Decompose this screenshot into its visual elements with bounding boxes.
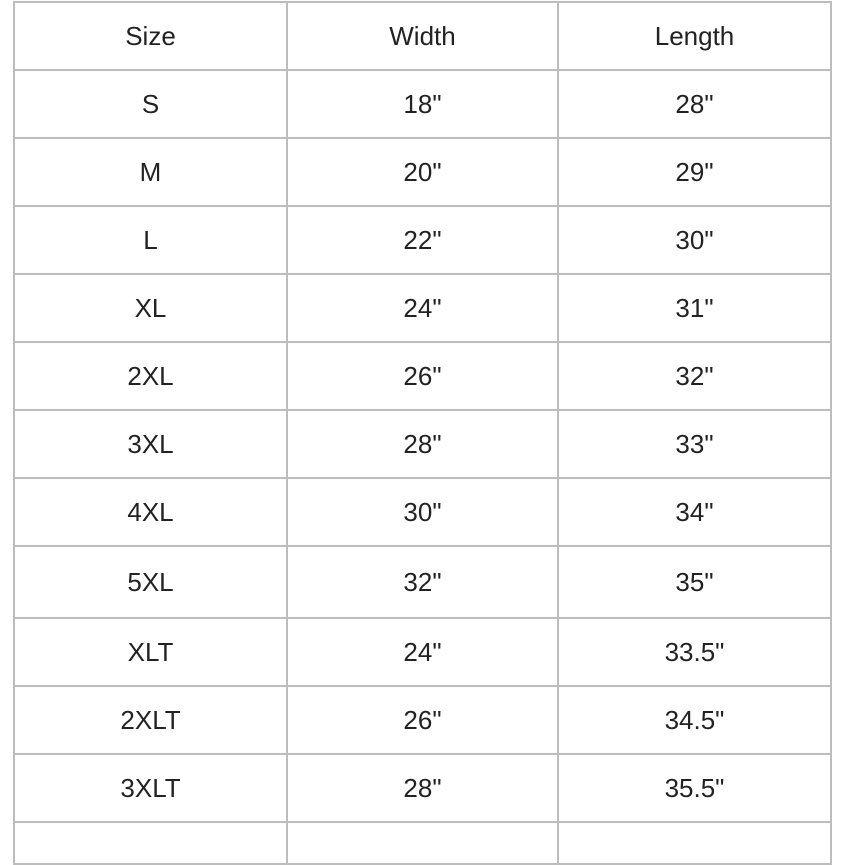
header-row: Size Width Length [13, 1, 832, 71]
table-row: 2XLT 26" 34.5" [13, 685, 832, 755]
header-length: Length [557, 1, 832, 71]
table-row: 3XL 28" 33" [13, 409, 832, 479]
size-cell: 2XLT [13, 685, 288, 755]
length-cell: 34.5" [557, 685, 832, 755]
length-cell: 31" [557, 273, 832, 343]
width-cell: 28" [286, 753, 559, 823]
table-row: XL 24" 31" [13, 273, 832, 343]
table-row: 5XL 32" 35" [13, 545, 832, 619]
width-cell: 26" [286, 341, 559, 411]
length-cell: 29" [557, 137, 832, 207]
size-cell: XLT [13, 617, 288, 687]
table-row: S 18" 28" [13, 69, 832, 139]
table-row: M 20" 29" [13, 137, 832, 207]
width-cell: 30" [286, 477, 559, 547]
width-cell: 24" [286, 617, 559, 687]
width-cell: 26" [286, 685, 559, 755]
table-row: 4XL 30" 34" [13, 477, 832, 547]
width-cell: 24" [286, 273, 559, 343]
table-row: L 22" 30" [13, 205, 832, 275]
length-cell: 33.5" [557, 617, 832, 687]
table-row-partial [13, 821, 832, 865]
width-cell: 20" [286, 137, 559, 207]
size-cell: S [13, 69, 288, 139]
size-cell: 3XL [13, 409, 288, 479]
empty-cell [13, 821, 288, 865]
width-cell: 28" [286, 409, 559, 479]
table-row: XLT 24" 33.5" [13, 617, 832, 687]
width-cell: 18" [286, 69, 559, 139]
length-cell: 28" [557, 69, 832, 139]
size-cell: L [13, 205, 288, 275]
table-row: 3XLT 28" 35.5" [13, 753, 832, 823]
size-cell: 4XL [13, 477, 288, 547]
empty-cell [557, 821, 832, 865]
width-cell: 32" [286, 545, 559, 619]
table-row: 2XL 26" 32" [13, 341, 832, 411]
size-cell: 3XLT [13, 753, 288, 823]
size-chart-table: Size Width Length S 18" 28" M 20" 29" L 22" 30" X… [13, 1, 832, 865]
size-cell: 5XL [13, 545, 288, 619]
length-cell: 30" [557, 205, 832, 275]
length-cell: 33" [557, 409, 832, 479]
width-cell: 22" [286, 205, 559, 275]
length-cell: 35" [557, 545, 832, 619]
length-cell: 32" [557, 341, 832, 411]
header-size: Size [13, 1, 288, 71]
size-cell: XL [13, 273, 288, 343]
empty-cell [286, 821, 559, 865]
length-cell: 34" [557, 477, 832, 547]
size-cell: 2XL [13, 341, 288, 411]
size-cell: M [13, 137, 288, 207]
length-cell: 35.5" [557, 753, 832, 823]
header-width: Width [286, 1, 559, 71]
